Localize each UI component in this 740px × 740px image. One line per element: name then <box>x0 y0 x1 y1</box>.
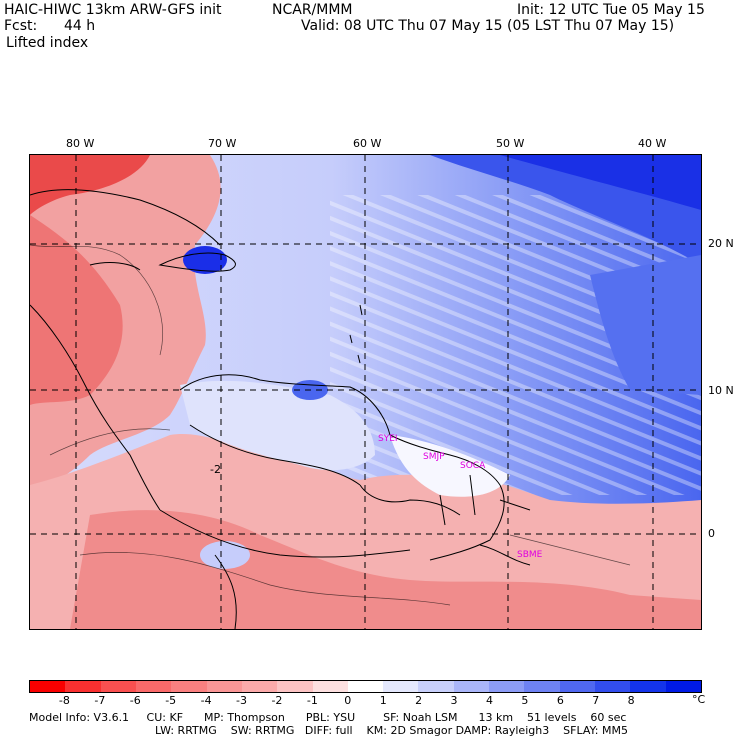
colorbar-swatch-11 <box>418 681 454 692</box>
near-zero-zone <box>180 380 375 471</box>
lon-label-50w: 50 W <box>496 137 525 150</box>
colorbar-swatch-10 <box>383 681 419 692</box>
colorbar-tick-label: 6 <box>556 694 564 707</box>
colorbar-swatch-8 <box>312 681 348 692</box>
model-info-line2: LW: RRTMG SW: RRTMG DIFF: full KM: 2D Sm… <box>155 724 628 737</box>
colorbar-swatch-5 <box>206 681 242 692</box>
colorbar-tick-label: 0 <box>344 694 352 707</box>
colorbar-tick-label: -2 <box>271 694 283 707</box>
near-zero-guianas <box>390 435 510 497</box>
colorbar-swatch-7 <box>277 681 313 692</box>
lon-label-60w: 60 W <box>353 137 382 150</box>
colorbar-tick-label: 3 <box>450 694 458 707</box>
colorbar-tick-label: -1 <box>306 694 318 707</box>
colorbar-tick-label: -6 <box>129 694 141 707</box>
product-title: HAIC-HIWC 13km ARW-GFS init <box>4 2 222 18</box>
colorbar-tick-label: 5 <box>521 694 529 707</box>
colorbar-tick-label: 1 <box>379 694 387 707</box>
contours <box>30 244 631 606</box>
land-strong-red-nw <box>30 155 150 215</box>
lon-label-40w: 40 W <box>638 137 667 150</box>
colorbar-tick-label: 8 <box>627 694 635 707</box>
land-red-south <box>70 510 701 629</box>
colorbar-swatch-17 <box>630 681 666 692</box>
model-info-line1: Model Info: V3.6.1 CU: KF MP: Thompson P… <box>29 711 627 724</box>
colorbar-unit: °C <box>692 693 706 706</box>
colorbar-swatch-13 <box>489 681 525 692</box>
colorbar-swatch-18 <box>665 681 701 692</box>
colorbar-tick-label: 2 <box>415 694 423 707</box>
blue-blob-hispaniola <box>183 246 227 274</box>
colorbar-tick-label: -5 <box>165 694 177 707</box>
organization: NCAR/MMM <box>272 2 353 18</box>
colorbar-swatch-4 <box>171 681 207 692</box>
colorbar-swatch-3 <box>135 681 172 692</box>
map-canvas: -2 SYEI SMJP SOCA SBME <box>30 155 701 629</box>
field-name: Lifted index <box>6 35 89 51</box>
colorbar-tick-label: 7 <box>592 694 600 707</box>
colorbar-tick-label: -4 <box>200 694 212 707</box>
station-soca: SOCA <box>460 461 486 471</box>
lat-label-10n: 10 N <box>708 384 734 397</box>
colorbar-tick-label: -3 <box>236 694 247 707</box>
colorbar-swatch-15 <box>559 681 595 692</box>
lon-label-80w: 80 W <box>66 137 95 150</box>
station-smjp: SMJP <box>423 452 445 462</box>
colorbar-swatch-16 <box>595 681 631 692</box>
colorbar-swatch-2 <box>100 681 136 692</box>
lifted-index-map: -2 SYEI SMJP SOCA SBME <box>29 154 702 630</box>
colorbar-swatch-12 <box>453 681 490 692</box>
init-time: Init: 12 UTC Tue 05 May 15 <box>517 2 705 18</box>
valid-time: Valid: 08 UTC Thu 07 May 15 (05 LST Thu … <box>301 18 675 34</box>
ocean-blue-east <box>590 255 701 395</box>
blue-blob-amazon <box>200 541 250 569</box>
lat-label-20n: 20 N <box>708 237 734 250</box>
station-sbme: SBME <box>517 550 543 560</box>
contour-label: -2 <box>210 463 221 476</box>
colorbar-swatch-14 <box>524 681 560 692</box>
forecast-label: Fcst: <box>4 18 38 34</box>
graticule <box>30 155 701 629</box>
forecast-hour: 44 h <box>64 18 96 34</box>
colorbar-swatch-6 <box>241 681 278 692</box>
colorbar-tick-label: -7 <box>94 694 106 707</box>
land-red-west <box>30 155 221 495</box>
ocean-deepest-ne <box>500 155 701 210</box>
colorbar-tick-label: -8 <box>58 694 70 707</box>
lon-label-70w: 70 W <box>208 137 237 150</box>
stations: SYEI SMJP SOCA SBME <box>378 434 543 560</box>
station-syei: SYEI <box>378 434 398 444</box>
colorbar-tick-label: 4 <box>485 694 493 707</box>
colorbar-swatch-1 <box>65 681 101 692</box>
lat-label-0: 0 <box>708 527 715 540</box>
coastlines <box>30 189 531 629</box>
colorbar-swatch-9 <box>347 681 384 692</box>
colorbar <box>29 680 702 693</box>
colorbar-swatch-0 <box>30 681 66 692</box>
